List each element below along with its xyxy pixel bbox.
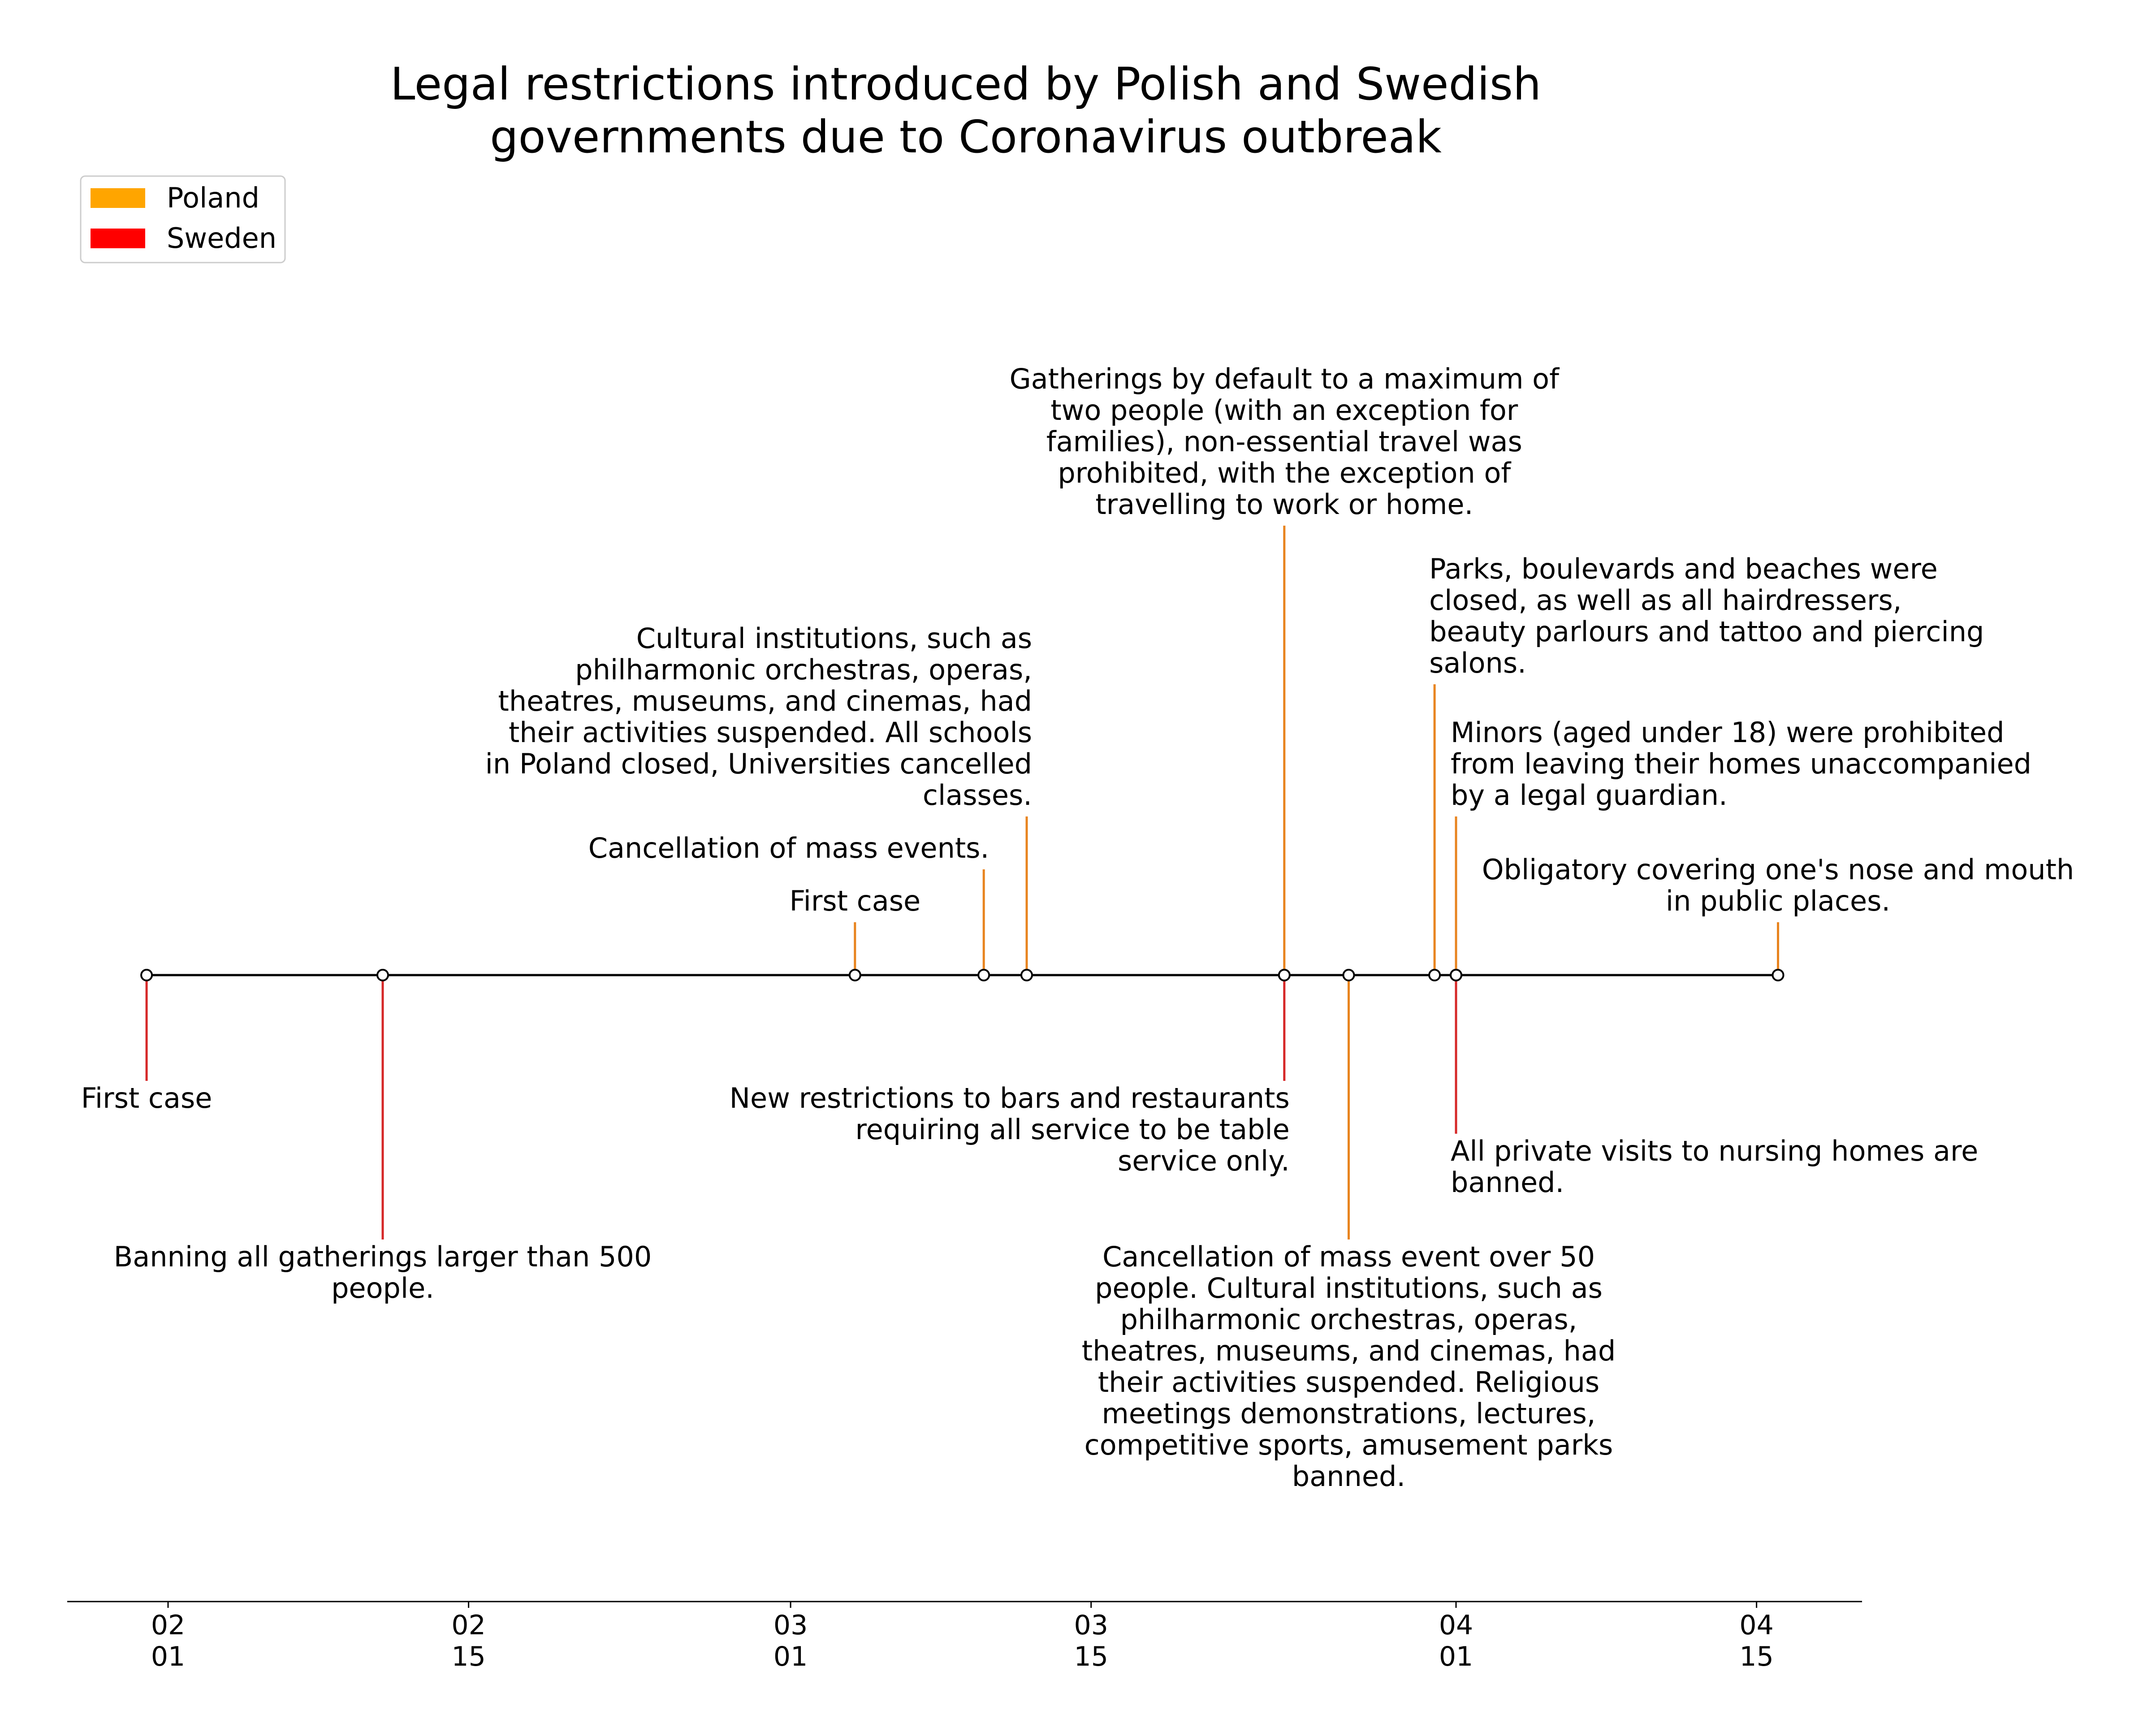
event-label-line: banned. (1292, 1460, 1405, 1493)
event-label-line: Cancellation of mass events. (588, 832, 990, 864)
event-label-line: meetings demonstrations, lectures, (1102, 1397, 1596, 1430)
event-label-poland: Parks, boulevards and beaches were closed… (1429, 553, 1984, 679)
event-label-line: Cultural institutions, such as (636, 622, 1032, 655)
event-label-poland: Cultural institutions, such as philharmon… (485, 622, 1032, 812)
event-label-poland: Cancellation of mass events. (588, 832, 990, 864)
legend-label-poland: Poland (167, 181, 259, 214)
event-label-line: their activities suspended. Religious (1098, 1366, 1599, 1399)
event-marker (1020, 969, 1033, 981)
event-label-line: requiring all service to be table (855, 1113, 1289, 1146)
event-label-line: classes. (923, 779, 1032, 812)
x-tick-label-month: 04 (1439, 1610, 1473, 1641)
x-tick-label-month: 02 (451, 1610, 485, 1641)
event-label-poland: Cancellation of mass event over 50 people… (1082, 1240, 1616, 1493)
event-label-line: Minors (aged under 18) were prohibited (1451, 716, 2004, 749)
event-label-sweden: New restrictions to bars and restaurants… (730, 1082, 1290, 1177)
event-label-poland: Minors (aged under 18) were prohibited fr… (1451, 716, 2031, 812)
legend-swatch-sweden (91, 229, 145, 248)
x-tick-label-day: 15 (1074, 1641, 1108, 1672)
event-label-line: philharmonic orchestras, operas, (575, 653, 1032, 686)
legend-swatch-poland (91, 188, 145, 208)
chart-title-line: Legal restrictions introduced by Polish … (390, 58, 1542, 110)
event-label-sweden: All private visits to nursing homes are b… (1451, 1135, 1978, 1199)
event-label-line: Gatherings by default to a maximum of (1010, 363, 1560, 395)
event-label-line: First case (789, 885, 920, 917)
event-label-line: people. (331, 1272, 434, 1304)
event-marker (140, 969, 153, 981)
event-label-line: Obligatory covering one's nose and mouth (1482, 853, 2074, 886)
event-marker (848, 969, 861, 981)
event-marker (376, 969, 389, 981)
chart-title-line: governments due to Coronavirus outbreak (490, 111, 1442, 163)
x-tick-label-month: 03 (773, 1610, 808, 1641)
x-tick-label-day: 15 (451, 1641, 485, 1672)
event-label-line: from leaving their homes unaccompanied (1451, 747, 2031, 780)
event-marker (1342, 969, 1355, 981)
x-tick-label-month: 03 (1074, 1610, 1108, 1641)
event-label-line: salons. (1429, 647, 1526, 679)
event-label-sweden: First case (81, 1082, 212, 1114)
event-label-poland: First case (789, 885, 920, 917)
event-label-sweden: Banning all gatherings larger than 500 pe… (114, 1240, 652, 1304)
event-label-line: two people (with an exception for (1050, 394, 1518, 427)
event-label-poland: Obligatory covering one's nose and mouth… (1482, 853, 2074, 917)
event-label-line: people. Cultural institutions, such as (1095, 1272, 1603, 1304)
x-tick-label-day: 01 (773, 1641, 808, 1672)
event-label-line: their activities suspended. All schools (509, 716, 1032, 749)
event-label-line: theatres, museums, and cinemas, had (1082, 1334, 1616, 1367)
x-tick-label-day: 01 (1439, 1641, 1473, 1672)
event-label-line: competitive sports, amusement parks (1085, 1429, 1613, 1461)
event-label-line: New restrictions to bars and restaurants (730, 1082, 1290, 1114)
event-label-line: travelling to work or home. (1095, 488, 1473, 521)
event-marker (1772, 969, 1785, 981)
event-label-line: families), non-essential travel was (1046, 425, 1522, 458)
event-label-line: Cancellation of mass event over 50 (1102, 1240, 1595, 1273)
event-marker (977, 969, 990, 981)
event-label-line: prohibited, with the exception of (1058, 457, 1512, 489)
event-markers (140, 969, 1785, 981)
event-label-line: banned. (1451, 1166, 1564, 1199)
legend-label-sweden: Sweden (167, 222, 277, 255)
event-label-line: First case (81, 1082, 212, 1114)
event-label-line: closed, as well as all hairdressers, (1429, 584, 1901, 617)
legend: Poland Sweden (80, 175, 286, 263)
event-label-line: in Poland closed, Universities cancelled (485, 747, 1032, 780)
event-label-line: Banning all gatherings larger than 500 (114, 1240, 652, 1273)
event-label-line: by a legal guardian. (1451, 779, 1728, 812)
x-tick-label-month: 04 (1739, 1610, 1773, 1641)
event-marker (1450, 969, 1462, 981)
event-marker (1278, 969, 1291, 981)
event-label-line: in public places. (1666, 885, 1890, 917)
event-label-line: theatres, museums, and cinemas, had (498, 685, 1032, 717)
event-label-line: beauty parlours and tattoo and piercing (1429, 615, 1984, 648)
event-label-line: philharmonic orchestras, operas, (1120, 1303, 1577, 1336)
event-label-line: service only. (1118, 1144, 1290, 1177)
event-marker (1428, 969, 1441, 981)
event-label-line: All private visits to nursing homes are (1451, 1135, 1978, 1167)
chart-title: Legal restrictions introduced by Polish … (390, 58, 1542, 163)
x-tick-label-day: 15 (1739, 1641, 1773, 1672)
event-labels: First case Banning all gatherings larger … (81, 363, 2074, 1493)
x-tick-label-month: 02 (151, 1610, 185, 1641)
event-stems (145, 526, 1779, 1239)
event-label-poland: Gatherings by default to a maximum of two… (1010, 363, 1560, 521)
event-label-line: Parks, boulevards and beaches were (1429, 553, 1938, 585)
x-tick-label-day: 01 (151, 1641, 185, 1672)
